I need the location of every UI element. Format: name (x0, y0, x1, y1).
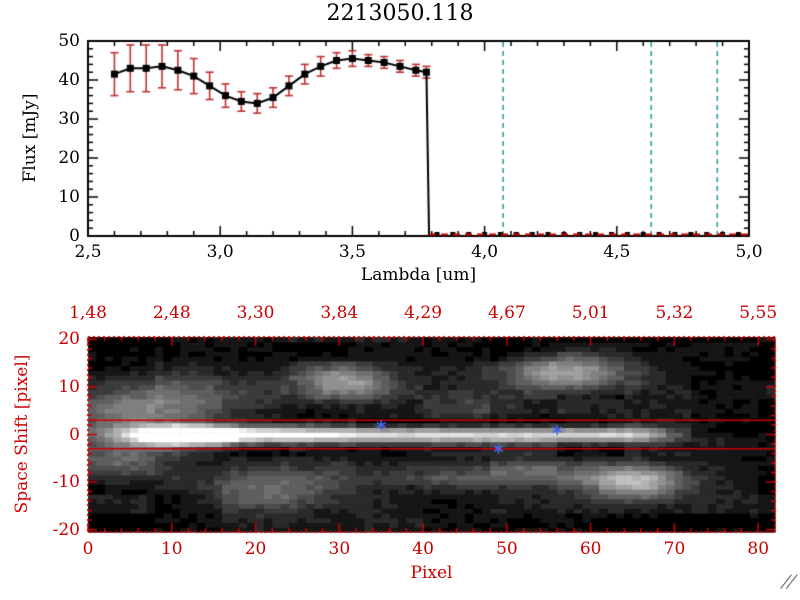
top-x-tick-label: 4,0 (471, 242, 499, 262)
top-x-tick-label: 3,0 (206, 242, 234, 262)
bottom-y-tick-label: -10 (52, 472, 80, 493)
top-y-tick-label: 40 (58, 70, 80, 90)
bottom-top-axis-label: 2,48 (152, 303, 191, 323)
bottom-top-axis-label: 3,30 (236, 303, 275, 323)
bottom-x-tick-label: 80 (747, 539, 770, 559)
bottom-y-axis-title: Space Shift [pixel] (12, 354, 32, 514)
bottom-x-tick-label: 40 (412, 539, 434, 559)
top-y-tick-label: 20 (58, 148, 80, 168)
bottom-x-tick-label: 50 (496, 539, 518, 559)
bottom-y-tick-label: -20 (52, 519, 80, 540)
bottom-x-tick-label: 20 (244, 539, 267, 559)
bottom-top-axis-label: 5,55 (739, 303, 778, 323)
bottom-y-tick-label: 20 (58, 329, 80, 350)
top-x-tick-label: 3,5 (338, 242, 366, 262)
top-x-tick-label: 5,0 (735, 242, 763, 262)
bottom-top-axis-label: 4,29 (404, 303, 443, 323)
bottom-top-axis-label: 5,01 (571, 303, 610, 323)
bottom-x-axis-title: Pixel (410, 563, 453, 583)
top-y-axis-title: Flux [mJy] (20, 93, 40, 183)
top-x-tick-label: 4,5 (603, 242, 631, 262)
bottom-top-axis-label: 5,32 (655, 303, 694, 323)
top-y-tick-label: 50 (58, 31, 80, 51)
bottom-top-axis-label: 1,48 (69, 303, 107, 323)
bottom-y-tick-label: 0 (69, 424, 80, 445)
bottom-x-tick-label: 10 (160, 539, 183, 559)
bottom-x-tick-label: 60 (579, 539, 602, 559)
bottom-x-tick-label: 30 (328, 539, 351, 559)
bottom-x-tick-label: 0 (82, 539, 94, 559)
top-y-tick-label: 30 (58, 109, 80, 129)
top-y-tick-label: 10 (58, 187, 80, 207)
bottom-top-axis-label: 3,84 (320, 303, 359, 323)
bottom-top-axis-label: 4,67 (487, 303, 526, 323)
bottom-x-tick-label: 70 (663, 539, 686, 559)
page-title: 2213050.118 (326, 1, 474, 26)
top-x-tick-label: 2,5 (74, 242, 102, 262)
top-y-tick-label: 0 (69, 226, 80, 246)
top-x-axis-title: Lambda [um] (360, 265, 477, 285)
bottom-y-tick-label: 10 (58, 376, 80, 397)
